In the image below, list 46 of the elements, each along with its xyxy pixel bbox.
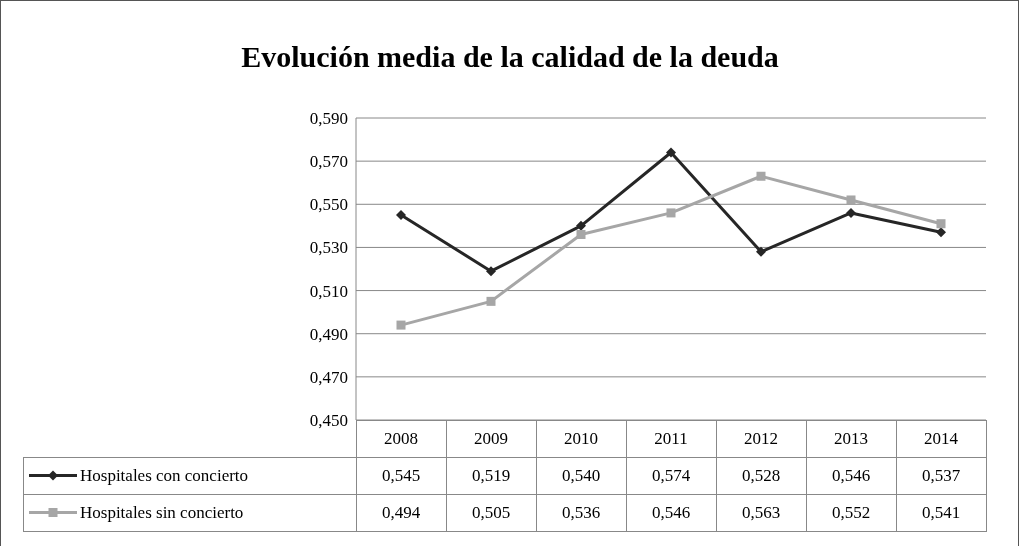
data-label: 0,537 bbox=[921, 466, 961, 486]
data-label: 0,540 bbox=[561, 466, 601, 486]
point bbox=[846, 195, 856, 205]
x-tick-label: 2012 bbox=[744, 429, 778, 449]
x-tick-label: 2011 bbox=[654, 429, 688, 449]
point bbox=[486, 266, 496, 277]
x-tick-label: 2010 bbox=[564, 429, 598, 449]
point bbox=[756, 246, 766, 257]
point bbox=[576, 229, 586, 239]
data-label: 0,519 bbox=[471, 466, 511, 486]
x-tick-label: 2013 bbox=[834, 429, 868, 449]
legend-label: Hospitales con concierto bbox=[80, 466, 249, 486]
y-tick-label: 0,510 bbox=[309, 281, 348, 301]
data-label: 0,574 bbox=[651, 466, 691, 486]
data-label: 0,541 bbox=[921, 503, 961, 523]
y-tick-label: 0,490 bbox=[309, 324, 348, 344]
data-label: 0,563 bbox=[741, 503, 781, 523]
point bbox=[576, 220, 586, 231]
data-label: 0,494 bbox=[381, 503, 421, 523]
x-tick-label: 2008 bbox=[384, 429, 418, 449]
data-label: 0,546 bbox=[651, 503, 691, 523]
data-label: 0,505 bbox=[471, 503, 511, 523]
point bbox=[756, 171, 766, 181]
data-label: 0,545 bbox=[381, 466, 421, 486]
chart-title: Evolución media de la calidad de la deuda bbox=[241, 40, 779, 73]
legend-label: Hospitales sin concierto bbox=[80, 503, 244, 523]
data-label: 0,528 bbox=[741, 466, 781, 486]
point bbox=[486, 296, 496, 306]
point bbox=[666, 208, 676, 218]
data-label: 0,536 bbox=[561, 503, 601, 523]
point bbox=[846, 207, 856, 218]
point bbox=[936, 219, 946, 229]
y-tick-label: 0,450 bbox=[309, 410, 348, 430]
y-tick-label: 0,470 bbox=[309, 367, 348, 387]
point bbox=[396, 320, 406, 330]
y-tick-label: 0,590 bbox=[309, 108, 348, 128]
point bbox=[396, 210, 406, 221]
point bbox=[936, 227, 946, 238]
point bbox=[666, 147, 676, 158]
y-tick-label: 0,570 bbox=[309, 152, 348, 172]
x-tick-label: 2014 bbox=[924, 429, 959, 449]
y-tick-label: 0,530 bbox=[309, 238, 348, 258]
data-label: 0,546 bbox=[831, 466, 871, 486]
x-tick-label: 2009 bbox=[474, 429, 508, 449]
data-label: 0,552 bbox=[831, 503, 871, 523]
y-tick-label: 0,550 bbox=[309, 195, 348, 215]
